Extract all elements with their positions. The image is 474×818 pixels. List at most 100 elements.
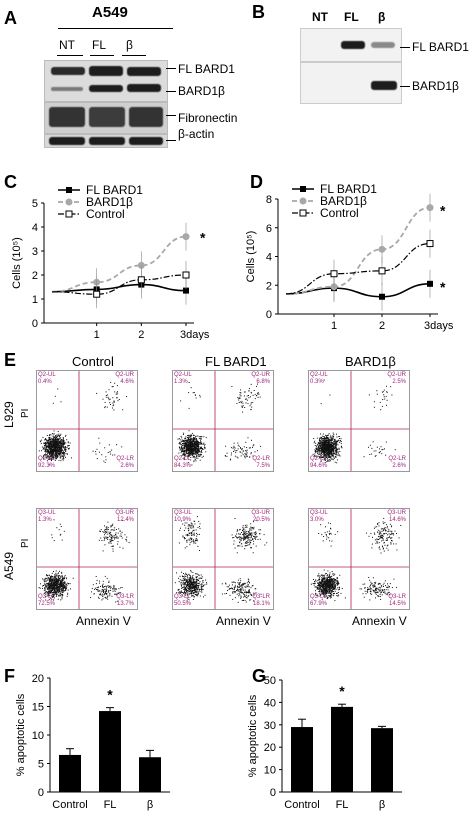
lane-rule xyxy=(90,55,114,56)
event-dot xyxy=(246,526,248,528)
event-dot xyxy=(319,445,321,447)
event-dot xyxy=(105,395,107,396)
event-dot xyxy=(242,583,243,585)
event-dot xyxy=(240,596,242,598)
event-dot xyxy=(47,579,49,581)
event-dot xyxy=(194,441,196,443)
event-dot xyxy=(62,440,64,442)
event-dot xyxy=(55,575,57,577)
event-dot xyxy=(329,451,331,453)
data-point xyxy=(427,280,433,287)
event-dot xyxy=(48,451,50,453)
legend-label: BARD1β xyxy=(86,195,133,209)
event-dot xyxy=(195,453,197,455)
event-dot xyxy=(243,589,244,591)
event-dot xyxy=(62,455,64,457)
event-dot xyxy=(250,391,252,393)
event-dot xyxy=(45,438,46,440)
event-dot xyxy=(184,446,186,448)
event-dot xyxy=(339,442,341,443)
event-dot xyxy=(100,537,102,539)
event-dot xyxy=(237,579,239,581)
event-dot xyxy=(234,547,236,549)
event-dot xyxy=(115,588,117,590)
event-dot xyxy=(252,538,254,540)
event-dot xyxy=(64,576,65,578)
event-dot xyxy=(60,433,62,435)
event-dot xyxy=(181,445,183,447)
event-dot xyxy=(193,539,194,541)
event-dot xyxy=(122,520,124,521)
event-dot xyxy=(105,531,107,533)
event-dot xyxy=(234,447,236,449)
event-dot xyxy=(67,589,69,591)
event-dot xyxy=(189,579,191,581)
event-dot xyxy=(112,537,114,539)
event-dot xyxy=(106,593,108,595)
event-dot xyxy=(318,442,320,444)
event-dot xyxy=(195,576,197,578)
event-dot xyxy=(48,441,49,443)
event-dot xyxy=(335,444,336,446)
event-dot xyxy=(239,541,241,543)
event-dot xyxy=(196,451,198,453)
event-dot xyxy=(189,447,191,448)
event-dot xyxy=(190,577,191,579)
event-dot xyxy=(185,581,187,583)
event-dot xyxy=(193,392,195,393)
event-dot xyxy=(325,440,327,442)
event-dot xyxy=(54,582,55,584)
event-dot xyxy=(39,440,41,442)
event-dot xyxy=(57,453,59,455)
event-dot xyxy=(185,451,187,453)
event-dot xyxy=(241,592,243,594)
event-dot xyxy=(188,434,190,436)
event-dot xyxy=(325,450,327,452)
event-dot xyxy=(335,452,337,454)
event-dot xyxy=(189,593,191,595)
event-dot xyxy=(332,579,334,580)
event-dot xyxy=(184,438,186,440)
event-dot xyxy=(46,588,48,590)
event-dot xyxy=(112,386,114,387)
event-dot xyxy=(188,598,190,600)
event-dot xyxy=(41,578,43,580)
event-dot xyxy=(319,585,321,587)
event-dot xyxy=(43,446,45,448)
event-dot xyxy=(237,537,239,538)
event-dot xyxy=(255,538,257,540)
event-dot xyxy=(45,584,46,586)
event-dot xyxy=(62,443,64,445)
event-dot xyxy=(187,457,189,459)
event-dot xyxy=(110,587,112,589)
event-dot xyxy=(192,584,194,586)
event-dot xyxy=(61,581,63,583)
event-dot xyxy=(188,452,190,454)
event-dot xyxy=(195,444,197,446)
event-dot xyxy=(249,599,251,601)
event-dot xyxy=(188,443,190,445)
event-dot xyxy=(193,461,195,463)
event-dot xyxy=(330,439,332,441)
event-dot xyxy=(190,443,192,445)
event-dot xyxy=(110,381,112,383)
event-dot xyxy=(103,592,104,594)
event-dot xyxy=(254,538,256,539)
event-dot xyxy=(239,578,241,580)
event-dot xyxy=(323,438,325,440)
event-dot xyxy=(368,394,370,396)
event-dot xyxy=(256,520,258,522)
event-dot xyxy=(201,447,202,449)
event-dot xyxy=(62,585,64,587)
event-dot xyxy=(55,443,57,445)
event-dot xyxy=(193,438,195,439)
event-dot xyxy=(331,445,333,447)
event-dot xyxy=(323,442,325,444)
event-dot xyxy=(190,586,192,588)
event-dot xyxy=(46,456,48,457)
event-dot xyxy=(179,447,180,449)
event-dot xyxy=(180,441,182,443)
event-dot xyxy=(232,537,234,539)
event-dot xyxy=(321,446,323,448)
event-dot xyxy=(238,397,240,399)
